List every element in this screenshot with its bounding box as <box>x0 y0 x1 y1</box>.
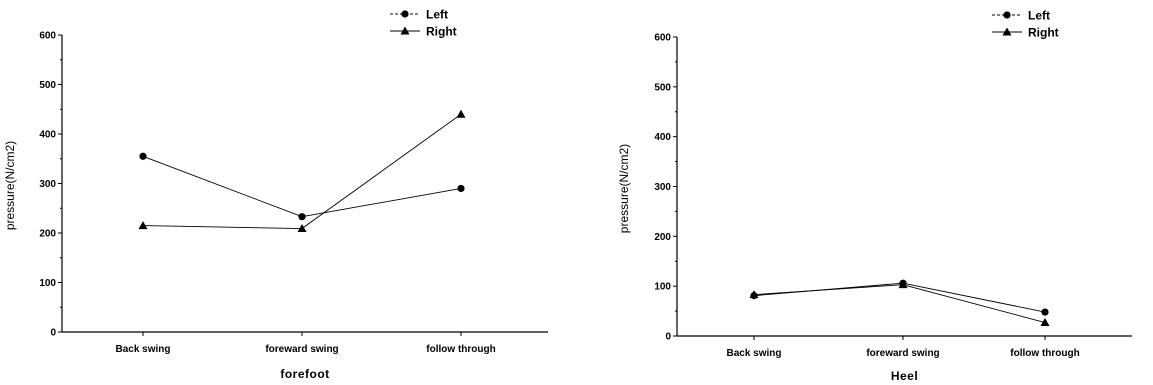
data-point-left <box>457 184 465 193</box>
data-point-right <box>749 290 759 299</box>
y-tick-label: 600 <box>39 31 56 42</box>
y-tick-label: 200 <box>39 229 56 240</box>
legend-marker-right <box>1002 27 1012 36</box>
y-tick-label: 100 <box>654 282 671 293</box>
data-point-right <box>898 280 908 289</box>
y-tick-label: 300 <box>654 182 671 193</box>
x-tick-label: foreward swing <box>866 348 939 359</box>
data-point-left <box>298 213 306 221</box>
x-tick-label: Back swing <box>726 348 781 359</box>
y-tick-label: 0 <box>50 328 56 339</box>
x-tick-label: foreward swing <box>265 344 338 355</box>
y-tick-label: 100 <box>39 278 56 289</box>
y-tick-label: 0 <box>665 332 671 343</box>
data-point-right <box>1040 318 1050 327</box>
y-tick-label: 400 <box>39 130 56 141</box>
y-tick-label: 500 <box>654 82 671 93</box>
y-axis-title: pressure(N/cm2) <box>3 141 17 230</box>
y-tick-label: 500 <box>39 80 56 91</box>
legend-label-right: Right <box>426 25 457 39</box>
chart-1: 0 100 200 300 400 500 600 Back swing foreward sw… <box>3 8 548 381</box>
y-axis-title: pressure(N/cm2) <box>617 144 631 233</box>
data-point-left <box>139 152 147 160</box>
x-tick-label: follow through <box>426 344 495 355</box>
data-point-right <box>297 224 307 233</box>
series-line-right <box>142 113 462 229</box>
data-point-left <box>1041 308 1049 316</box>
x-tick-label: Back swing <box>115 344 170 355</box>
legend-marker-left <box>1003 11 1011 19</box>
y-tick-label: 400 <box>654 132 671 143</box>
data-point-right <box>456 109 466 118</box>
y-tick-label: 600 <box>654 33 671 44</box>
x-tick-label: follow through <box>1010 348 1079 359</box>
series-line-left <box>142 155 462 218</box>
chart-2: 0 100 200 300 400 500 600 Back swing foreward sw… <box>617 9 1132 383</box>
data-point-right <box>138 221 148 230</box>
legend-label-left: Left <box>426 8 448 22</box>
legend-label-left: Left <box>1028 9 1050 23</box>
legend-label-right: Right <box>1028 26 1059 40</box>
y-tick-label: 300 <box>39 179 56 190</box>
y-tick-label: 200 <box>654 232 671 243</box>
x-axis-title: Heel <box>891 369 918 383</box>
legend-marker-right <box>400 26 410 35</box>
legend-marker-left <box>401 10 409 18</box>
x-axis-title: forefoot <box>280 367 329 381</box>
